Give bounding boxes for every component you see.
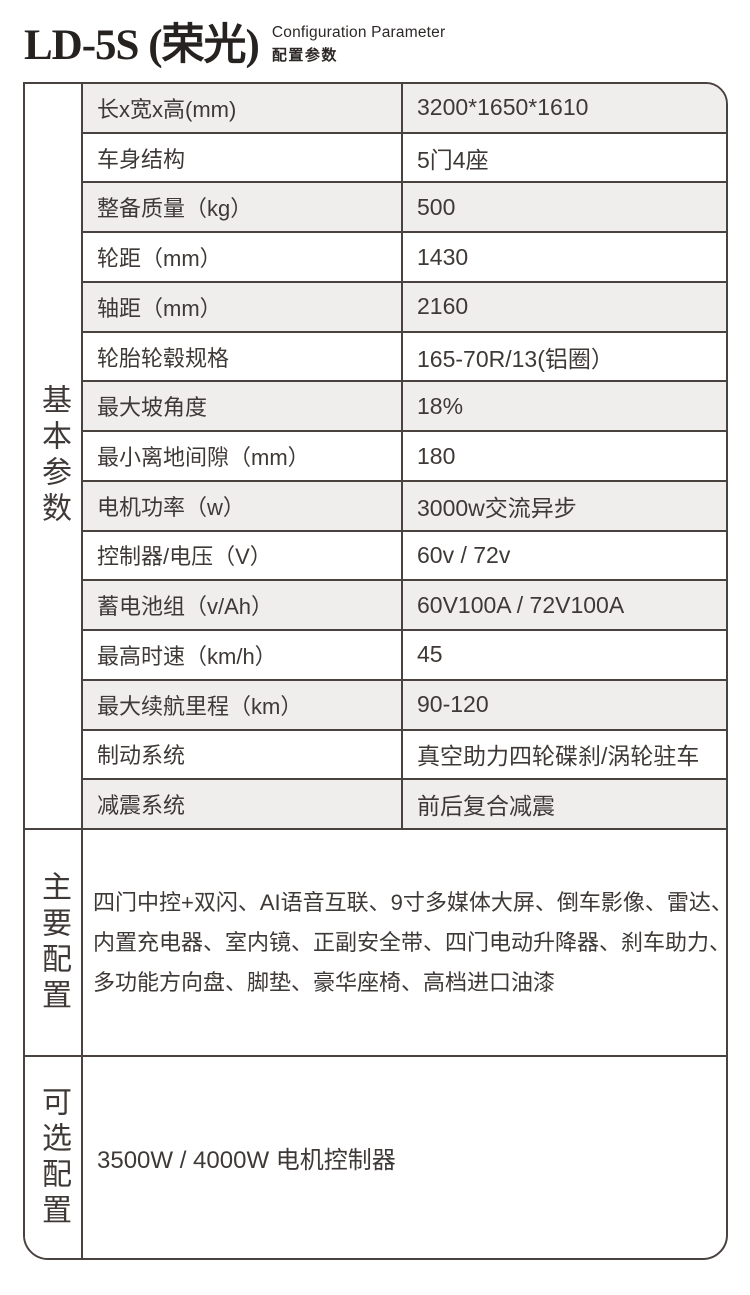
spec-row-label: 车身结构 bbox=[83, 133, 403, 182]
spec-row-label: 长x宽x高(mm) bbox=[83, 84, 403, 132]
spec-row: 最大续航里程（km） 90-120 bbox=[83, 678, 726, 729]
spec-row: 控制器/电压（V） 60v / 72v bbox=[83, 529, 726, 580]
section-optional-configuration: 可选配置 3500W / 4000W 电机控制器 bbox=[25, 1055, 726, 1258]
spec-row-label: 轮距（mm） bbox=[83, 233, 403, 281]
spec-row-label: 轮胎轮毂规格 bbox=[83, 332, 403, 381]
spec-row-value: 500 bbox=[417, 193, 456, 220]
spec-row-value: 45 bbox=[417, 641, 443, 668]
basic-rows: 长x宽x高(mm) 3200*1650*1610 车身结构 5门4座 整备质量（kg） 5… bbox=[83, 84, 726, 829]
spec-row-value: 前后复合减震 bbox=[417, 793, 555, 820]
spec-row-label: 最高时速（km/h） bbox=[83, 631, 403, 679]
spec-row-value: 18% bbox=[417, 392, 464, 419]
spec-row: 轮胎轮毂规格 165-70R/13(铝圈） bbox=[83, 330, 726, 381]
subtitle-english: Configuration Parameter bbox=[271, 24, 446, 41]
spec-row-label: 电机功率（w） bbox=[83, 481, 403, 530]
spec-row-label: 最大续航里程（km） bbox=[83, 680, 403, 729]
section-basic-label: 基本参数 bbox=[37, 384, 70, 528]
section-optional-label: 可选配置 bbox=[37, 1085, 70, 1230]
main-configuration-text: 四门中控+双闪、AI语音互联、9寸多媒体大屏、倒车影像、雷达、 内置充电器、室内… bbox=[93, 889, 726, 995]
spec-row: 最大坡角度 18% bbox=[83, 380, 726, 431]
spec-row-label: 制动系统 bbox=[83, 730, 403, 779]
spec-row-value: 60V100A / 72V100A bbox=[417, 591, 625, 618]
spec-table: 基本参数 长x宽x高(mm) 3200*1650*1610 车身结构 5门4座 整备质量… bbox=[23, 82, 728, 1260]
spec-row-label: 最大坡角度 bbox=[83, 382, 403, 431]
spec-row-value: 真空助力四轮碟刹/涡轮驻车 bbox=[417, 743, 700, 770]
header: LD-5S (荣光) Configuration Parameter 配置参数 bbox=[24, 24, 445, 67]
section-label-column: 主要配置 bbox=[25, 830, 83, 1055]
spec-row-label: 减震系统 bbox=[83, 780, 403, 829]
section-main-label: 主要配置 bbox=[37, 870, 70, 1015]
spec-row-value: 90-120 bbox=[417, 691, 489, 718]
spec-row-label: 整备质量（kg） bbox=[83, 183, 403, 232]
spec-row-value: 60v / 72v bbox=[417, 541, 511, 568]
spec-row-label: 轴距（mm） bbox=[83, 282, 403, 331]
spec-row-value: 3200*1650*1610 bbox=[417, 94, 589, 121]
spec-row: 长x宽x高(mm) 3200*1650*1610 bbox=[83, 84, 726, 132]
spec-row: 制动系统 真空助力四轮碟刹/涡轮驻车 bbox=[83, 728, 726, 779]
spec-row: 轴距（mm） 2160 bbox=[83, 280, 726, 331]
spec-row-label: 最小离地间隙（mm） bbox=[83, 432, 403, 480]
spec-row-value: 2160 bbox=[417, 293, 469, 320]
page-title: LD-5S (荣光) bbox=[24, 22, 260, 69]
spec-row: 减震系统 前后复合减震 bbox=[83, 778, 726, 829]
subtitle: Configuration Parameter 配置参数 bbox=[272, 24, 445, 67]
optional-configuration-text: 3500W / 4000W 电机控制器 bbox=[97, 1147, 396, 1174]
spec-row-value: 180 bbox=[417, 442, 456, 469]
spec-row: 轮距（mm） 1430 bbox=[83, 231, 726, 281]
spec-row: 最高时速（km/h） 45 bbox=[83, 629, 726, 679]
spec-row: 最小离地间隙（mm） 180 bbox=[83, 430, 726, 480]
section-label-column: 可选配置 bbox=[25, 1057, 83, 1258]
spec-row: 整备质量（kg） 500 bbox=[83, 181, 726, 232]
section-label-column: 基本参数 bbox=[25, 84, 83, 828]
spec-row: 电机功率（w） 3000w交流异步 bbox=[83, 479, 726, 530]
spec-row-value: 1430 bbox=[417, 243, 469, 270]
spec-row: 蓄电池组（v/Ah） 60V100A / 72V100A bbox=[83, 579, 726, 630]
spec-row-label: 控制器/电压（V） bbox=[83, 531, 403, 580]
spec-row-value: 5门4座 bbox=[417, 146, 489, 173]
subtitle-chinese: 配置参数 bbox=[271, 47, 338, 64]
section-main-configuration: 主要配置 四门中控+双闪、AI语音互联、9寸多媒体大屏、倒车影像、雷达、 内置充… bbox=[25, 828, 726, 1055]
spec-row-label: 蓄电池组（v/Ah） bbox=[83, 581, 403, 630]
section-basic-parameters: 基本参数 长x宽x高(mm) 3200*1650*1610 车身结构 5门4座 整备质量… bbox=[25, 84, 726, 829]
spec-row: 车身结构 5门4座 bbox=[83, 131, 726, 182]
spec-row-value: 3000w交流异步 bbox=[417, 494, 577, 521]
spec-row-value: 165-70R/13(铝圈） bbox=[417, 345, 614, 372]
